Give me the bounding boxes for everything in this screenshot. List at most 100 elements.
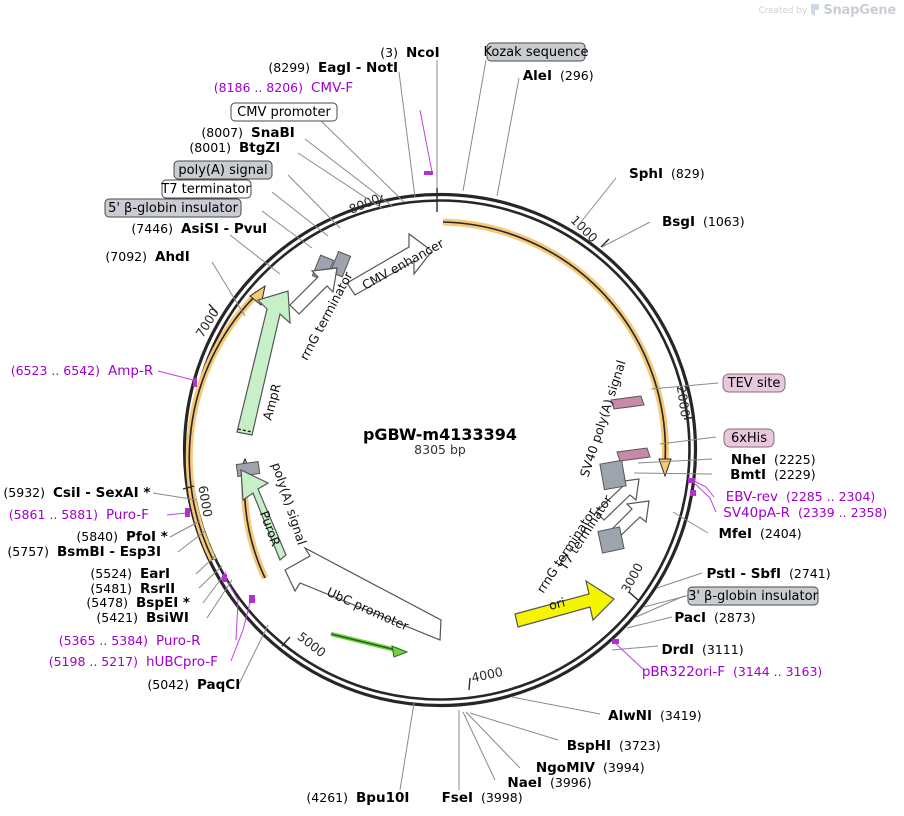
feature-sv40-polya-signal: SV40 poly(A) signal — [577, 358, 651, 479]
site-label-bsmbi-esp3i: (5757) BsmBI - Esp3I — [7, 544, 161, 560]
primer-mark-sv40par — [690, 490, 696, 496]
site-pos-bpu10i: (4261) — [306, 790, 348, 805]
site-name-paqci: PaqCI — [197, 677, 240, 693]
site-name-asisi: AsiSI - PvuI — [181, 221, 267, 237]
site-name-nhei: NheI — [731, 452, 766, 468]
site-pos-snabi: (8007) — [201, 125, 243, 140]
cut-site-marks — [185, 171, 696, 644]
site-name-drdi: DrdI — [661, 642, 694, 658]
site-name-eari: EarI — [140, 566, 170, 582]
site-label-ahdi: (7092) AhdI — [105, 249, 189, 265]
site-label-eari: (5524) EarI — [90, 566, 170, 582]
site-pos-bsgi: (1063) — [703, 214, 745, 229]
site-label-bpu10i: (4261) Bpu10I — [306, 790, 409, 806]
site-label-drdi: DrdI (3111) — [661, 642, 743, 658]
site-label-fsei: FseI (3998) — [442, 790, 523, 806]
site-labels: (3) NcoI (8299) EagI - NotI (8186 .. 820… — [3, 45, 887, 806]
site-name-bmti: BmtI — [730, 467, 766, 483]
site-name-csii: CsiI - SexAI * — [53, 485, 150, 501]
site-name-ampr: Amp-R — [108, 363, 153, 379]
site-label-hubcpro-f: (5198 .. 5217) hUBCpro-F — [49, 654, 218, 670]
primer-mark-ampr — [193, 378, 197, 387]
primer-mark-pbr322 — [612, 639, 619, 644]
boxed-label-tev-site: TEV site — [722, 373, 786, 393]
site-name-psti: PstI - SbfI — [707, 566, 781, 582]
site-pos-bmti: (2229) — [774, 467, 816, 482]
site-pos-alei: (296) — [560, 68, 594, 83]
site-pos-naei: (3996) — [550, 775, 592, 790]
site-label-naei: NaeI (3996) — [507, 775, 591, 791]
site-name-ebvrev: EBV-rev — [726, 489, 778, 505]
site-pos-csii: (5932) — [3, 485, 45, 500]
boxed-label-t7-terminator-text: T7 terminator — [160, 182, 251, 197]
boxed-labels: Kozak sequence CMV promoter poly(A) sign… — [104, 42, 819, 606]
site-name-eagi: EagI - NotI — [318, 60, 398, 76]
primer-mark-purof — [185, 508, 190, 517]
site-label-alwni: AlwNI (3419) — [608, 708, 701, 724]
feature-ori: ori — [514, 579, 615, 628]
site-name-ncoi: NcoI — [406, 45, 440, 61]
site-name-bsiwi: BsiWI — [146, 610, 189, 626]
primer-mark-hubcpro — [249, 595, 255, 603]
site-name-hubcpro: hUBCpro-F — [146, 654, 218, 670]
site-label-eagi-noti: (8299) EagI - NotI — [268, 60, 398, 76]
feature-ampr: AmpR — [236, 290, 291, 436]
site-pos-fsei: (3998) — [481, 790, 523, 805]
site-name-snabi: SnaBI — [251, 125, 295, 141]
leader-lines — [152, 59, 719, 791]
boxed-label-beta-globin-5-text: 5' β-globin insulator — [108, 201, 239, 216]
tick-label-6000: 6000 — [195, 484, 215, 518]
site-name-ahdi: AhdI — [155, 249, 190, 265]
site-label-puro-f: (5861 .. 5881) Puro-F — [9, 507, 149, 523]
site-pos-btgzi: (8001) — [189, 140, 231, 155]
site-pos-sv40par: (2339 .. 2358) — [798, 505, 887, 520]
tick-label-2000: 2000 — [674, 385, 693, 419]
boxed-label-cmv-promoter-text: CMV promoter — [237, 105, 331, 120]
boxed-label-beta-globin-3: 3' β-globin insulator — [687, 586, 819, 606]
site-label-rsrii: (5481) RsrII — [90, 581, 175, 597]
site-name-pbr322: pBR322ori-F — [642, 664, 725, 680]
feature-rrng-terminator-1: rrnG terminator — [289, 267, 356, 363]
watermark-created-by-label: Created by — [758, 5, 808, 16]
boxed-label-cmv-promoter: CMV promoter — [230, 102, 338, 122]
primer-mark-ebvrev — [688, 478, 695, 483]
site-label-pbr322ori-f: pBR322ori-F (3144 .. 3163) — [642, 664, 822, 680]
boxed-label-tev-site-text: TEV site — [727, 376, 781, 391]
site-pos-bspei: (5478) — [86, 595, 128, 610]
boxed-label-6xhis: 6xHis — [723, 428, 775, 448]
feature-label-puror: PuroR — [257, 509, 284, 549]
site-label-bsiwi: (5421) BsiWI — [96, 610, 188, 626]
site-pos-ebvrev: (2285 .. 2304) — [786, 489, 875, 504]
site-name-bsphi: BspHI — [567, 738, 611, 754]
site-name-sv40par: SV40pA-R — [723, 505, 790, 521]
site-pos-psti: (2741) — [789, 566, 831, 581]
site-name-sphi: SphI — [629, 166, 663, 182]
site-name-bsgi: BsgI — [662, 214, 695, 230]
site-label-cmv-f: (8186 .. 8206) CMV-F — [214, 80, 353, 96]
plasmid-name: pGBW-m4133394 — [363, 425, 517, 444]
site-label-mfei: MfeI (2404) — [719, 526, 802, 542]
site-label-psti-sbfi: PstI - SbfI (2741) — [707, 566, 831, 582]
site-name-alei: AleI — [523, 68, 552, 84]
site-label-bspei: (5478) BspEI * — [86, 595, 190, 611]
site-name-pfoi: PfoI * — [126, 529, 168, 545]
feature-label-cmv-enhancer: CMV enhancer — [359, 235, 446, 293]
site-pos-nhei: (2225) — [774, 452, 816, 467]
boxed-label-kozak-text: Kozak sequence — [484, 45, 589, 60]
site-pos-ncoi: (3) — [380, 45, 398, 60]
site-pos-paci: (2873) — [714, 610, 756, 625]
boxed-label-kozak: Kozak sequence — [484, 42, 589, 62]
site-label-asisi-pvui: (7446) AsiSI - PvuI — [131, 221, 267, 237]
site-label-paci: PacI (2873) — [674, 610, 755, 626]
ubc-promoter-direction-arrow — [330, 631, 409, 658]
boxed-label-t7-terminator: T7 terminator — [160, 179, 252, 199]
site-label-pfoi: (5840) PfoI * — [76, 529, 167, 545]
site-name-mfei: MfeI — [719, 526, 753, 542]
site-name-puror: Puro-R — [156, 633, 200, 649]
feature-cmv-enhancer: CMV enhancer — [346, 232, 447, 296]
site-name-rsrii: RsrII — [140, 581, 175, 597]
site-label-bsgi: BsgI (1063) — [662, 214, 745, 230]
site-pos-paqci: (5042) — [147, 677, 189, 692]
feature-gray-boxes-right — [597, 459, 627, 554]
